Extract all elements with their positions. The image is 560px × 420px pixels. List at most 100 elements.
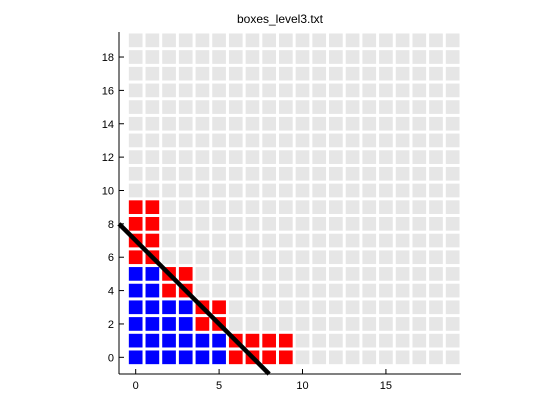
empty-cell [212,50,226,64]
empty-cell [395,200,410,215]
empty-cell [245,166,260,181]
empty-cell [329,250,343,265]
red-cell [145,200,160,215]
empty-cell [262,300,276,315]
empty-cell [278,250,293,265]
empty-cell [379,66,393,81]
empty-cell [395,217,410,231]
blue-cell [162,317,176,331]
empty-cell [145,116,160,131]
empty-cell [228,283,243,298]
empty-cell [312,283,327,298]
empty-cell [162,200,176,215]
empty-cell [412,350,427,365]
empty-cell [445,217,460,231]
empty-cell [128,33,143,48]
empty-cell [312,233,327,248]
empty-cell [345,267,360,281]
empty-cell [212,83,226,98]
empty-cell [379,133,393,148]
empty-cell [379,217,393,231]
empty-cell [362,233,377,248]
empty-cell [228,200,243,215]
empty-cell [395,300,410,315]
empty-cell [362,66,377,81]
empty-cell [412,133,427,148]
empty-cell [345,250,360,265]
empty-cell [312,133,327,148]
blue-cell [195,350,210,365]
blue-cell [145,317,160,331]
empty-cell [195,133,210,148]
empty-cell [312,333,327,348]
empty-cell [395,317,410,331]
empty-cell [362,133,377,148]
empty-cell [162,100,176,114]
empty-cell [362,100,377,114]
empty-cell [195,66,210,81]
y-tick-label: 2 [108,319,114,331]
empty-cell [345,33,360,48]
empty-cell [379,317,393,331]
empty-cell [379,100,393,114]
red-cell [262,350,276,365]
blue-cell [178,350,193,365]
empty-cell [329,283,343,298]
y-tick-label: 4 [108,286,114,298]
empty-cell [312,300,327,315]
empty-cell [429,200,443,215]
empty-cell [362,200,377,215]
empty-cell [362,333,377,348]
red-cell [128,217,143,231]
empty-cell [295,200,310,215]
empty-cell [128,116,143,131]
empty-cell [429,300,443,315]
empty-cell [329,200,343,215]
empty-cell [412,233,427,248]
empty-cell [429,133,443,148]
empty-cell [295,350,310,365]
blue-cell [212,350,226,365]
empty-cell [295,83,310,98]
empty-cell [445,250,460,265]
empty-cell [162,183,176,198]
empty-cell [345,66,360,81]
empty-cell [295,66,310,81]
empty-cell [178,250,193,265]
empty-cell [312,150,327,164]
empty-cell [262,33,276,48]
blue-cell [128,267,143,281]
empty-cell [345,183,360,198]
empty-cell [212,217,226,231]
y-tick-label: 18 [102,52,114,64]
blue-cell [162,300,176,315]
empty-cell [295,317,310,331]
blue-cell [145,333,160,348]
empty-cell [162,33,176,48]
empty-cell [445,183,460,198]
empty-cell [429,183,443,198]
red-cell [212,300,226,315]
blue-cell [162,350,176,365]
empty-cell [345,350,360,365]
separator-line-layer [117,222,271,376]
empty-cell [412,183,427,198]
empty-cell [362,166,377,181]
empty-cell [245,233,260,248]
empty-cell [178,217,193,231]
empty-cell [429,50,443,64]
empty-cell [228,233,243,248]
empty-cell [262,50,276,64]
empty-cell [245,183,260,198]
empty-cell [128,50,143,64]
empty-cell [395,66,410,81]
empty-cell [429,233,443,248]
empty-cell [145,183,160,198]
empty-cell [162,150,176,164]
empty-cell [412,100,427,114]
empty-cell [412,150,427,164]
empty-cell [362,283,377,298]
empty-cell [379,166,393,181]
empty-cell [379,233,393,248]
empty-cell [228,50,243,64]
